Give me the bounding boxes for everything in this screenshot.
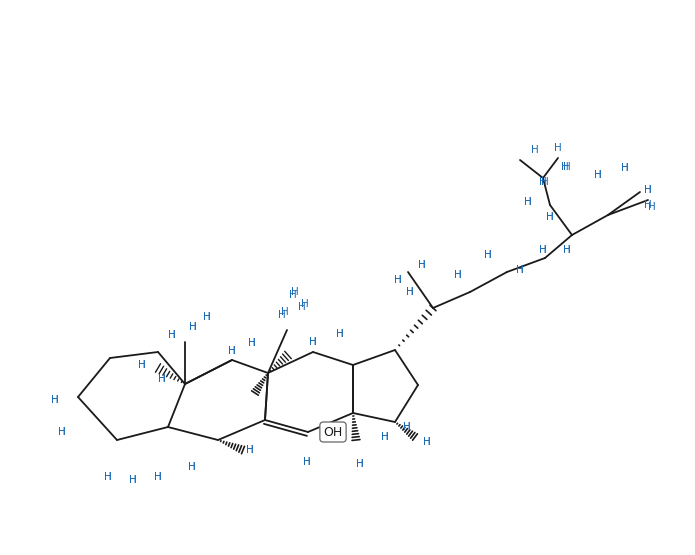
Text: H: H	[644, 185, 652, 195]
Text: H: H	[309, 337, 317, 347]
Text: H: H	[356, 459, 364, 469]
Text: H: H	[418, 260, 426, 270]
Text: H: H	[531, 145, 539, 155]
Text: H: H	[406, 287, 414, 297]
Text: H: H	[189, 322, 197, 332]
Text: H: H	[246, 445, 254, 455]
Text: H: H	[546, 212, 554, 222]
Text: H: H	[423, 437, 431, 447]
Text: H: H	[418, 260, 426, 270]
Text: H: H	[104, 472, 112, 482]
Text: H: H	[516, 265, 524, 275]
Text: H: H	[289, 290, 297, 300]
Text: H: H	[524, 197, 532, 207]
Text: H: H	[203, 312, 211, 322]
Text: H: H	[309, 337, 317, 347]
Text: H: H	[554, 143, 562, 153]
Text: H: H	[336, 329, 344, 339]
Text: H: H	[539, 245, 547, 255]
Text: H: H	[154, 472, 162, 482]
Text: H: H	[336, 329, 344, 339]
Text: H: H	[594, 170, 602, 180]
Text: H: H	[189, 322, 197, 332]
Text: H: H	[644, 200, 652, 210]
Text: H: H	[188, 462, 196, 472]
Text: H: H	[281, 307, 289, 317]
Text: H: H	[129, 475, 137, 485]
Text: H: H	[406, 287, 414, 297]
Text: H: H	[484, 250, 492, 260]
Text: H: H	[298, 302, 306, 312]
Text: H: H	[454, 270, 462, 280]
Text: OH: OH	[323, 426, 343, 438]
Text: H: H	[561, 162, 569, 172]
Text: H: H	[381, 432, 389, 442]
Text: H: H	[403, 422, 411, 432]
Text: H: H	[394, 275, 402, 285]
Text: H: H	[129, 475, 137, 485]
Text: H: H	[356, 459, 364, 469]
Text: H: H	[58, 427, 66, 437]
Text: H: H	[168, 330, 176, 340]
Text: H: H	[524, 197, 532, 207]
Text: H: H	[51, 395, 59, 405]
Text: H: H	[648, 202, 656, 212]
Text: H: H	[58, 427, 66, 437]
Text: H: H	[203, 312, 211, 322]
Text: H: H	[228, 346, 236, 356]
Text: H: H	[394, 275, 402, 285]
Text: H: H	[594, 170, 602, 180]
Text: H: H	[188, 462, 196, 472]
Text: H: H	[228, 346, 236, 356]
Text: H: H	[248, 338, 256, 348]
Text: H: H	[154, 472, 162, 482]
Text: H: H	[621, 163, 629, 173]
Text: H: H	[291, 287, 299, 297]
Text: H: H	[248, 338, 256, 348]
Text: H: H	[539, 177, 547, 187]
Text: H: H	[158, 374, 166, 384]
Text: H: H	[403, 422, 411, 432]
Text: H: H	[246, 445, 254, 455]
Text: H: H	[303, 457, 311, 467]
Text: H: H	[104, 472, 112, 482]
Text: H: H	[454, 270, 462, 280]
Text: H: H	[168, 330, 176, 340]
Text: H: H	[546, 212, 554, 222]
Text: H: H	[539, 245, 547, 255]
Text: H: H	[563, 162, 571, 172]
Text: H: H	[158, 374, 166, 384]
Text: H: H	[563, 245, 571, 255]
Text: H: H	[303, 457, 311, 467]
Text: H: H	[138, 360, 146, 370]
Text: H: H	[621, 163, 629, 173]
Text: H: H	[484, 250, 492, 260]
Text: H: H	[644, 185, 652, 195]
Text: H: H	[51, 395, 59, 405]
Text: H: H	[563, 245, 571, 255]
Text: H: H	[516, 265, 524, 275]
Text: H: H	[138, 360, 146, 370]
Text: H: H	[423, 437, 431, 447]
Text: H: H	[301, 299, 309, 309]
Text: H: H	[381, 432, 389, 442]
Text: H: H	[541, 177, 549, 187]
Text: H: H	[278, 310, 286, 320]
